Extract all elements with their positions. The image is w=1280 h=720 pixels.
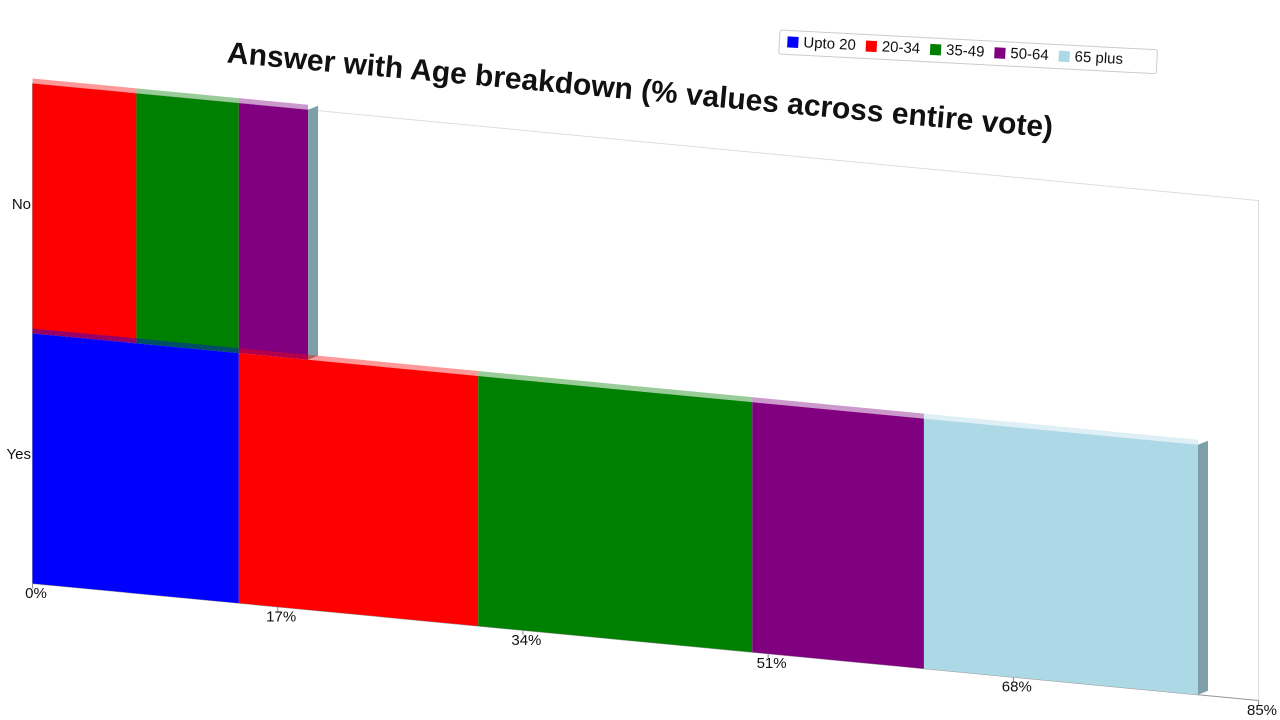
bar-top-face	[478, 371, 753, 403]
bar-top-face	[32, 328, 239, 354]
bar-segment	[478, 376, 753, 653]
legend-label: Upto 20	[803, 34, 856, 54]
bar-top-face	[923, 413, 1198, 445]
bar-top-face	[238, 98, 309, 110]
y-tick-label: Yes	[7, 446, 31, 463]
legend-swatch	[865, 40, 878, 53]
bar-segment	[238, 353, 479, 627]
bar-side-face	[1197, 440, 1208, 695]
x-tick-label: 68%	[1002, 679, 1032, 696]
legend-swatch	[994, 47, 1006, 59]
bar-top-face	[238, 348, 479, 377]
bar-segment	[32, 83, 137, 344]
legend-label: 50-64	[1010, 45, 1049, 64]
x-tick-label: 17%	[266, 608, 296, 625]
bar-segment	[923, 418, 1198, 695]
bar-segment	[238, 103, 309, 360]
x-tick-label: 51%	[757, 655, 787, 672]
plot-area	[32, 78, 1260, 706]
legend-swatch	[929, 43, 942, 56]
bar-top-face	[32, 78, 137, 94]
legend-label: 20-34	[881, 38, 920, 57]
legend-label: 65 plus	[1074, 48, 1123, 68]
bar-segment	[32, 333, 239, 604]
legend-swatch	[787, 36, 799, 48]
legend-swatch	[1058, 50, 1070, 63]
bar-side-face	[308, 105, 319, 360]
bar-segment	[136, 93, 239, 354]
legend-label: 35-49	[946, 42, 985, 61]
x-tick-label: 34%	[511, 632, 541, 649]
legend: Upto 20 20-34 35-49 50-64 65 plus	[778, 29, 1158, 75]
bar-segment	[752, 402, 924, 669]
bar-top-face	[752, 397, 924, 419]
y-tick-label: No	[12, 196, 31, 213]
x-tick-label: 85%	[1247, 702, 1277, 719]
x-tick-label: 0%	[25, 585, 47, 602]
bar-top-face	[136, 88, 239, 104]
